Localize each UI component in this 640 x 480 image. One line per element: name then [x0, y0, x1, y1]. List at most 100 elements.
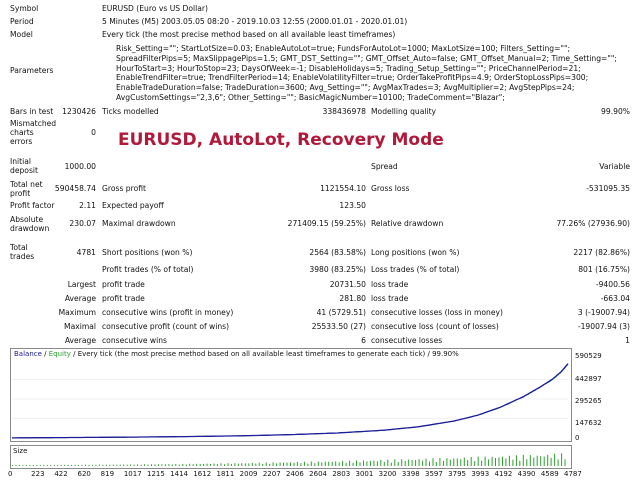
volume-bar: [74, 464, 76, 466]
net-profit-label: Total net profit: [10, 180, 43, 198]
balance-chart: [10, 348, 572, 442]
volume-bar: [561, 453, 563, 466]
volume-bar: [331, 461, 333, 466]
volume-bar: [283, 462, 284, 466]
total-trades-label: Total trades: [10, 243, 35, 261]
chart-gridlines: [12, 379, 568, 419]
gross-loss-label: Gross loss: [371, 184, 410, 193]
maximal-consecutive-profit-label: consecutive profit (count of wins): [102, 322, 230, 331]
volume-bar: [234, 463, 236, 466]
average-loss-trade-value: -663.04: [600, 294, 630, 303]
parameters-label: Parameters: [10, 66, 54, 75]
volume-bar: [241, 463, 243, 466]
volume-bar: [123, 464, 125, 466]
volume-bar: [439, 458, 441, 466]
volume-bar: [456, 458, 458, 466]
volume-bar: [67, 464, 69, 466]
x-tick: 3398: [401, 470, 420, 478]
volume-bar: [432, 458, 434, 466]
volume-bar: [477, 456, 479, 466]
x-tick: 223: [31, 470, 45, 478]
volume-bar: [12, 465, 13, 466]
x-tick: 422: [54, 470, 68, 478]
net-profit-value: 590458.74: [54, 184, 96, 193]
volume-bar: [112, 464, 114, 466]
volume-bar: [387, 459, 389, 466]
deposit-label: Initial deposit: [10, 157, 39, 175]
x-tick: 2207: [262, 470, 281, 478]
volume-bar: [265, 462, 267, 466]
volume-bar: [449, 459, 451, 466]
short-positions-label: Short positions (won %): [102, 248, 193, 257]
volume-bar: [296, 462, 298, 466]
max-consecutive-wins-label: consecutive wins (profit in money): [102, 308, 234, 317]
volume-bar: [338, 462, 340, 466]
equity-line: [12, 363, 569, 439]
volume-bar: [272, 462, 274, 466]
period-value: 5 Minutes (M5) 2003.05.05 08:20 - 2019.1…: [102, 17, 408, 26]
profit-trades-value: 3980 (83.25%): [309, 265, 366, 274]
x-tick: 819: [100, 470, 115, 478]
absolute-drawdown-value: 230.07: [69, 219, 96, 228]
volume-bar: [321, 462, 323, 466]
volume-bar: [258, 462, 260, 466]
average-loss-trade-label: loss trade: [371, 294, 409, 303]
volume-bar: [206, 463, 208, 466]
volume-bar: [408, 459, 410, 466]
volume-bar: [293, 462, 295, 466]
volume-bar: [64, 464, 66, 466]
volume-bar: [557, 459, 559, 466]
volume-bar: [390, 462, 392, 466]
parameters-value: Risk_Setting=""; StartLotSize=0.03; Enab…: [116, 44, 617, 102]
volume-bar: [342, 460, 344, 466]
volume-bar: [446, 458, 448, 466]
volume-bar: [227, 463, 229, 466]
volume-bar: [522, 454, 524, 466]
maximal-consecutive-profit-value: 25533.50 (27): [311, 322, 366, 331]
x-tick: 3200: [378, 470, 397, 478]
volume-bar: [279, 462, 281, 466]
volume-bar: [217, 464, 218, 466]
volume-bar: [488, 459, 490, 466]
x-tick: 2803: [332, 470, 351, 478]
volume-bar: [547, 454, 549, 466]
x-tick: 3993: [471, 470, 490, 478]
volume-bar: [251, 462, 253, 466]
volume-bar: [244, 463, 246, 466]
volume-bar: [71, 464, 73, 466]
volume-bar: [237, 463, 239, 466]
profit-factor-label: Profit factor: [10, 201, 55, 210]
volume-bar: [533, 457, 535, 466]
volume-bar: [248, 463, 250, 466]
legend-separator: /: [44, 350, 47, 358]
average-consecutive-losses-label: consecutive losses: [371, 336, 443, 345]
volume-bar: [255, 463, 257, 466]
volume-bar: [36, 465, 38, 466]
legend-equity: Equity: [48, 350, 71, 358]
loss-trades-label: Loss trades (% of total): [371, 265, 460, 274]
maximal-drawdown-label: Maximal drawdown: [102, 219, 176, 228]
relative-drawdown-value: 77.26% (27936.90): [556, 219, 630, 228]
legend-description: / Every tick (the most precise method ba…: [73, 350, 459, 358]
ticks-value: 338436978: [322, 107, 366, 116]
volume-bar: [196, 463, 198, 466]
volume-bar: [502, 456, 503, 466]
average-consecutive-wins-value: 6: [361, 336, 366, 345]
volume-bar: [435, 462, 437, 466]
volume-bar: [290, 462, 291, 466]
volume-bar: [137, 464, 139, 466]
volume-bar: [418, 459, 420, 466]
volume-bar: [453, 458, 455, 466]
gross-profit-label: Gross profit: [102, 184, 146, 193]
volume-bar: [505, 458, 507, 466]
volume-bar: [262, 463, 264, 466]
x-tick: 1017: [123, 470, 142, 478]
maximal-consecutive-loss-value: -19007.94 (3): [577, 322, 630, 331]
short-positions-value: 2564 (83.58%): [309, 248, 366, 257]
average-consecutive-label: Average: [64, 336, 96, 345]
volume-bar: [98, 464, 100, 466]
long-positions-label: Long positions (won %): [371, 248, 460, 257]
volume-bar: [349, 460, 351, 466]
volume-bar: [373, 460, 375, 466]
